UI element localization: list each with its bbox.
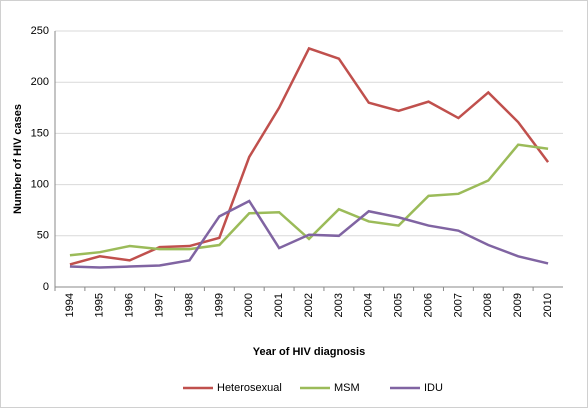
x-tick-label: 1996 — [124, 293, 136, 317]
x-tick-label: 1999 — [213, 293, 225, 317]
x-tick-label: 2004 — [363, 293, 375, 317]
x-tick-label: 2008 — [482, 293, 494, 317]
y-tick-label: 200 — [31, 76, 49, 88]
legend-label: Heterosexual — [217, 382, 282, 394]
series-line — [69, 143, 549, 257]
x-tick-label: 1998 — [183, 293, 195, 317]
x-tick-label: 2003 — [333, 293, 345, 317]
x-tick-label: 2000 — [243, 293, 255, 317]
x-tick-label: 2002 — [303, 293, 315, 317]
x-axis-title: Year of HIV diagnosis — [253, 346, 365, 358]
y-tick-label: 150 — [31, 127, 49, 139]
y-tick-label: 50 — [37, 230, 49, 242]
x-tick-label: 2007 — [452, 293, 464, 317]
x-tick-label: 2001 — [273, 293, 285, 317]
series-line — [69, 46, 550, 266]
x-tick-label: 2006 — [422, 293, 434, 317]
x-tick-label: 2009 — [512, 293, 524, 317]
x-tick-label: 2005 — [393, 293, 405, 317]
x-tick-label: 2010 — [542, 293, 554, 317]
x-tick-label: 1994 — [64, 293, 76, 317]
legend-label: IDU — [424, 382, 443, 394]
y-tick-label: 250 — [31, 25, 49, 37]
y-tick-label: 100 — [31, 179, 49, 191]
x-tick-label: 1997 — [153, 293, 165, 317]
x-tick-label: 1995 — [94, 293, 106, 317]
series-line — [69, 199, 549, 269]
y-tick-label: 0 — [43, 281, 49, 293]
y-axis-title: Number of HIV cases — [12, 104, 24, 214]
legend-label: MSM — [334, 382, 360, 394]
